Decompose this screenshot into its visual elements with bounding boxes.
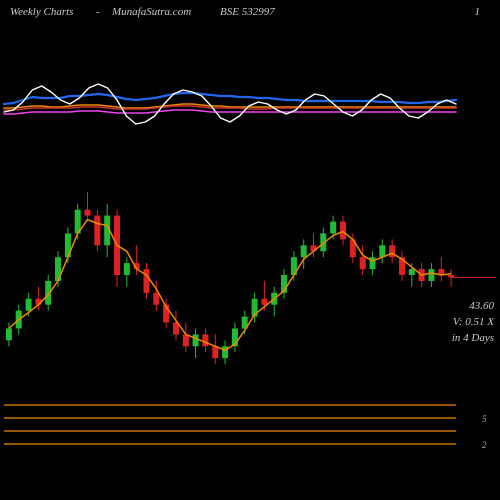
chart-canvas: 52 — [0, 0, 500, 500]
header-dash: - — [96, 6, 100, 18]
chart-title: Weekly Charts — [10, 6, 73, 18]
svg-text:5: 5 — [482, 414, 487, 424]
chart-source: MunafaSutra.com — [112, 6, 191, 18]
info-volume: V: 0.51 X — [453, 316, 494, 328]
chart-page: 1 — [475, 6, 481, 18]
svg-text:2: 2 — [482, 440, 487, 450]
chart-ticker: BSE 532997 — [220, 6, 275, 18]
info-timing: in 4 Days — [452, 332, 494, 344]
info-price: 43.60 — [469, 300, 494, 312]
stock-chart-container: 52 Weekly Charts - MunafaSutra.com BSE 5… — [0, 0, 500, 500]
chart-header: Weekly Charts - MunafaSutra.com BSE 5329… — [0, 6, 500, 26]
